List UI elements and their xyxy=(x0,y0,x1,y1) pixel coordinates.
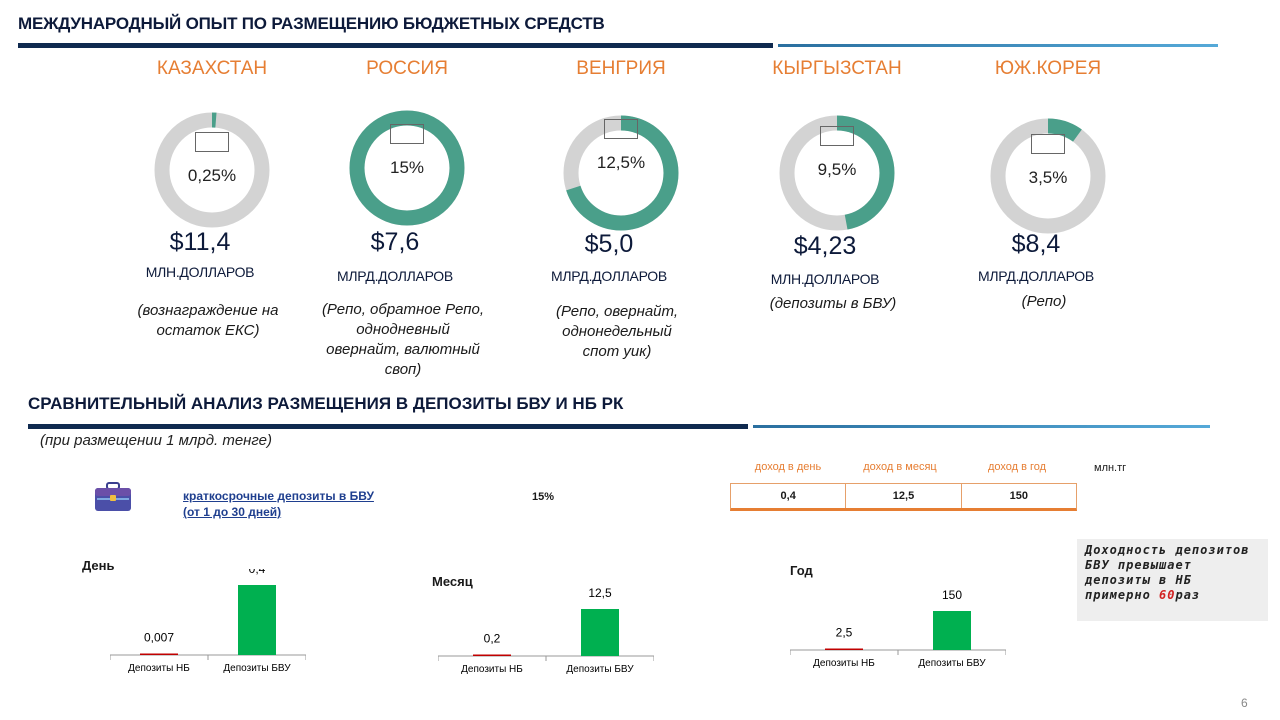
income-header-month: доход в месяц xyxy=(863,461,937,473)
income-year-value: 150 xyxy=(1009,490,1028,502)
donut-chart: 12,5% xyxy=(556,108,686,238)
country-name: ВЕНГРИЯ xyxy=(576,58,666,79)
donut-segment xyxy=(990,118,1106,234)
note-line: остаток ЕКС) xyxy=(156,322,260,339)
chart-title: Месяц xyxy=(432,574,473,589)
page-title: МЕЖДУНАРОДНЫЙ ОПЫТ ПО РАЗМЕЩЕНИЮ БЮДЖЕТН… xyxy=(18,14,605,33)
callout-number: 60 xyxy=(1159,588,1176,602)
note-line: овернайт, валютный xyxy=(326,341,480,358)
country-amount: $8,4 xyxy=(1011,230,1061,258)
analysis-divider xyxy=(28,424,1210,429)
yield-callout: Доходность депозитов БВУ превышает депоз… xyxy=(1077,539,1268,621)
note-line: однодневный xyxy=(356,321,450,338)
country-note: (вознаграждение на остаток ЕКС) xyxy=(98,301,318,341)
data-label: 0,4 xyxy=(249,569,266,576)
country-name: КАЗАХСТАН xyxy=(156,58,268,79)
income-day-value: 0,4 xyxy=(731,484,847,508)
note-line: (Репо, овернайт, xyxy=(555,303,679,320)
ru-flag-icon xyxy=(390,124,424,144)
country-note: (депозиты в БВУ) xyxy=(723,294,943,314)
chart-title: Год xyxy=(790,563,813,578)
donut-percent: 15% xyxy=(389,158,425,177)
country-name: ЮЖ.КОРЕЯ xyxy=(994,58,1102,79)
note-line: однонедельный xyxy=(562,323,672,340)
income-unit: млн.тг xyxy=(1094,462,1127,474)
donut-percent: 0,25% xyxy=(187,166,237,185)
title-divider xyxy=(18,43,1218,48)
category-label: Депозиты БВУ xyxy=(223,663,291,674)
analysis-subtitle: (при размещении 1 млрд. тенге) xyxy=(40,432,272,449)
donut-chart: 0,25% xyxy=(147,105,277,235)
country-amount: $4,23 xyxy=(793,232,857,260)
category-label: Депозиты НБ xyxy=(128,663,190,674)
kz-flag-icon xyxy=(195,132,229,152)
donut-chart: 15% xyxy=(342,103,472,233)
category-label: Депозиты НБ xyxy=(813,658,875,669)
callout-text: Доходность депозитов БВУ превышает депоз… xyxy=(1085,543,1250,602)
country-amount: $5,0 xyxy=(584,230,634,258)
country-unit: МЛРД.ДОЛЛАРОВ xyxy=(978,268,1094,284)
country-note: (Репо) xyxy=(934,292,1154,312)
note-line: (Репо) xyxy=(1021,293,1067,310)
analysis-title: СРАВНИТЕЛЬНЫЙ АНАЛИЗ РАЗМЕЩЕНИЯ В ДЕПОЗИ… xyxy=(28,394,624,413)
data-label: 12,5 xyxy=(588,586,612,600)
bar xyxy=(140,653,178,655)
hu-flag-icon xyxy=(604,119,638,139)
short-term-deposits-link[interactable]: краткосрочные депозиты в БВУ (от 1 до 30… xyxy=(183,489,374,519)
income-month-value: 12,5 xyxy=(846,484,962,508)
country-amount: $7,6 xyxy=(370,228,420,256)
category-label: Депозиты БВУ xyxy=(566,664,634,675)
briefcase-icon xyxy=(94,482,132,512)
bar xyxy=(238,585,276,655)
note-line: (вознаграждение на xyxy=(137,302,279,319)
country-note: (Репо, овернайт, однонедельный спот уик) xyxy=(507,302,727,362)
note-line: спот уик) xyxy=(582,343,652,360)
deposit-rate: 15% xyxy=(532,491,555,503)
country-unit: МЛРД.ДОЛЛАРОВ xyxy=(551,268,667,284)
country-unit: МЛН.ДОЛЛАРОВ xyxy=(770,271,880,287)
note-line: своп) xyxy=(384,361,422,378)
donut-segment xyxy=(779,115,895,231)
note-line: (депозиты в БВУ) xyxy=(769,295,897,312)
bar xyxy=(825,648,863,650)
page-number: 6 xyxy=(1241,696,1248,710)
bar xyxy=(473,654,511,656)
donut-segment xyxy=(154,112,270,228)
country-name: РОССИЯ xyxy=(366,58,448,79)
country-note: (Репо, обратное Репо, однодневный овернайт… xyxy=(293,300,513,380)
data-label: 0,007 xyxy=(144,631,174,645)
donut-chart: 9,5% xyxy=(772,108,902,238)
bar-chart: 0,007 Депозиты НБ 0,4 Депозиты БВУ xyxy=(110,569,306,674)
income-table: 0,4 12,5 150 xyxy=(730,483,1077,511)
note-line: (Репо, обратное Репо, xyxy=(321,301,485,318)
bar xyxy=(581,609,619,656)
chart-title: День xyxy=(82,558,115,573)
data-label: 0,2 xyxy=(484,632,501,646)
bar-chart: 2,5 Депозиты НБ 150 Депозиты БВУ xyxy=(790,588,1006,669)
data-label: 2,5 xyxy=(836,626,853,640)
donut-percent: 9,5% xyxy=(817,160,857,179)
callout-suffix: раз xyxy=(1175,588,1201,602)
category-label: Депозиты НБ xyxy=(461,664,523,675)
income-header-day: доход в день xyxy=(754,461,822,473)
donut-segment xyxy=(349,110,465,226)
donut-percent: 3,5% xyxy=(1028,168,1068,187)
country-name: КЫРГЫЗСТАН xyxy=(772,58,902,79)
kr-flag-icon xyxy=(1031,134,1065,154)
donut-percent: 12,5% xyxy=(596,153,646,172)
data-label: 150 xyxy=(942,588,962,602)
income-header-year: доход в год xyxy=(987,461,1047,473)
kg-flag-icon xyxy=(820,126,854,146)
donut-segment xyxy=(563,115,679,231)
country-unit: МЛРД.ДОЛЛАРОВ xyxy=(337,268,453,284)
bar xyxy=(933,611,971,650)
country-amount: $11,4 xyxy=(169,228,231,256)
country-unit: МЛН.ДОЛЛАРОВ xyxy=(145,264,255,280)
donut-chart: 3,5% xyxy=(983,111,1113,241)
category-label: Депозиты БВУ xyxy=(918,658,986,669)
bar-chart: 0,2 Депозиты НБ 12,5 Депозиты БВУ xyxy=(438,586,654,675)
